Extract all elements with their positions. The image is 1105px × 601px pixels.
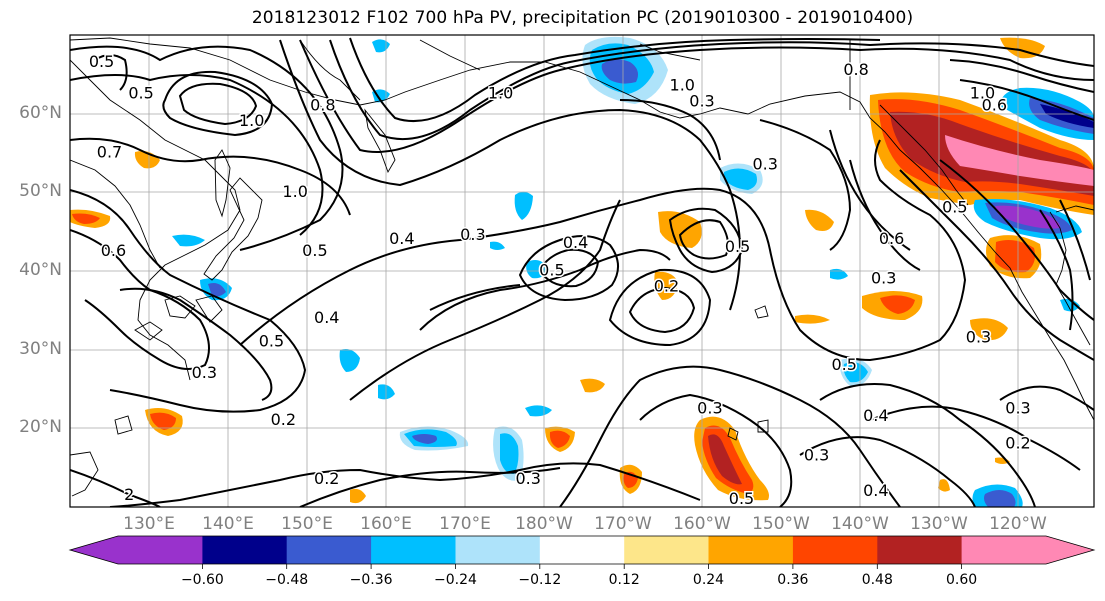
contour-label: 0.6 xyxy=(982,95,1007,114)
contour-label: 1.0 xyxy=(239,111,264,130)
contour-label: 0.3 xyxy=(1005,398,1030,417)
plot-frame xyxy=(69,34,1095,508)
colorbar-segment xyxy=(539,536,625,564)
contour-label: 0.7 xyxy=(97,143,122,162)
contour-label: 1.0 xyxy=(488,84,513,103)
colorbar-tick-label: −0.36 xyxy=(349,572,393,588)
longitude-label: 150°W xyxy=(752,514,810,534)
colorbar-segment xyxy=(118,536,203,564)
contour-label: 0.4 xyxy=(563,233,588,252)
contour-label: 0.5 xyxy=(539,261,564,280)
longitude-label: 130°W xyxy=(910,514,968,534)
latitude-label: 60°N xyxy=(19,103,62,123)
contour-label: 0.4 xyxy=(863,406,888,425)
contour-label: 0.2 xyxy=(654,276,679,295)
longitude-label: 180°W xyxy=(515,514,573,534)
colorbar-tick-label: −0.12 xyxy=(518,572,562,588)
colorbar-segment xyxy=(877,536,963,564)
contour-label: 0.3 xyxy=(804,446,829,465)
contour-label: 2 xyxy=(124,485,134,504)
colorbar-tick-label: −0.60 xyxy=(180,572,224,588)
contour-label: 0.5 xyxy=(259,331,284,350)
contour-label: 0.3 xyxy=(966,327,991,346)
colorbar-tick-label: 0.60 xyxy=(946,572,978,588)
plot-title: 2018123012 F102 700 hPa PV, precipitatio… xyxy=(251,8,914,28)
contour-label: 0.4 xyxy=(314,308,339,327)
contour-label: 0.4 xyxy=(389,229,414,248)
longitude-label: 170°E xyxy=(439,514,491,534)
contour-label: 0.8 xyxy=(843,60,868,79)
colorbar-segment xyxy=(961,536,1047,564)
contour-label: 0.6 xyxy=(879,229,904,248)
contour-label: 0.2 xyxy=(314,469,339,488)
colorbar-segment xyxy=(286,536,372,564)
colorbar-segment xyxy=(371,536,456,564)
contour-label: 0.2 xyxy=(271,410,296,429)
longitude-label: 170°W xyxy=(594,514,652,534)
colorbar-tick-label: 0.48 xyxy=(861,572,893,588)
longitude-label: 150°E xyxy=(281,514,333,534)
colorbar-tick-label: 0.12 xyxy=(608,572,640,588)
colorbar-tick-label: −0.48 xyxy=(265,572,309,588)
colorbar xyxy=(68,535,1096,569)
contour-label: 0.5 xyxy=(725,237,750,256)
contour-label: 0.8 xyxy=(310,95,335,114)
contour-label: 0.3 xyxy=(871,268,896,287)
colorbar-segment xyxy=(708,536,794,564)
contour-label: 0.5 xyxy=(729,489,754,508)
colorbar-tick-label: 0.24 xyxy=(692,572,725,588)
contour-label: 0.3 xyxy=(752,154,777,173)
colorbar-segment xyxy=(455,536,541,564)
contour-label: 0.3 xyxy=(689,91,714,110)
contour-label: 0.5 xyxy=(942,198,967,217)
contour-label: 1.0 xyxy=(670,76,695,95)
contour-label: 0.5 xyxy=(831,355,856,374)
contour-label: 1.0 xyxy=(282,182,307,201)
latitude-label: 40°N xyxy=(19,260,62,280)
colorbar-segment xyxy=(624,536,709,564)
longitude-label: 140°W xyxy=(831,514,889,534)
colorbar-extend-high xyxy=(1046,536,1094,564)
contour-label: 0.3 xyxy=(697,398,722,417)
longitude-label: 120°W xyxy=(989,514,1047,534)
contour-label: 0.3 xyxy=(515,469,540,488)
pv-contours xyxy=(70,37,1094,507)
colorbar-extend-low xyxy=(70,536,118,564)
contour-label: 0.4 xyxy=(863,481,888,500)
longitude-label: 130°E xyxy=(123,514,175,534)
colorbar-tick-label: 0.36 xyxy=(777,572,809,588)
contour-label: 0.5 xyxy=(302,241,327,260)
contour-label: 0.2 xyxy=(1005,434,1030,453)
longitude-label: 140°E xyxy=(202,514,254,534)
contour-label: 1.0 xyxy=(970,84,995,103)
latitude-label: 30°N xyxy=(19,339,62,359)
contour-label: 0.6 xyxy=(101,241,126,260)
latitude-label: 50°N xyxy=(19,181,62,201)
contour-label: 0.3 xyxy=(192,363,217,382)
colorbar-segment xyxy=(202,536,288,564)
latitude-label: 20°N xyxy=(19,417,62,437)
contour-label: 0.5 xyxy=(128,84,153,103)
longitude-label: 160°E xyxy=(360,514,412,534)
longitude-label: 160°W xyxy=(673,514,731,534)
contour-labels: 0.50.50.71.00.81.0 1.00.30.81.00.60.31.00… xyxy=(87,51,1032,508)
colorbar-segment xyxy=(792,536,878,564)
colorbar-tick-label: −0.24 xyxy=(434,572,477,588)
contour-label: 0.5 xyxy=(89,52,114,71)
gridlines xyxy=(70,35,1094,507)
contour-label: 0.3 xyxy=(460,225,485,244)
